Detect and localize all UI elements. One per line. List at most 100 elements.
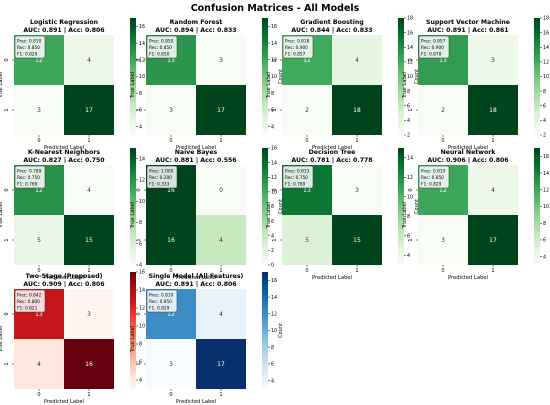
metric-label: Rec: 0.200 [149,175,172,181]
cell-value-label: 16 [85,361,93,368]
cell-value-label: 0 [219,187,223,194]
x-axis-label: Predicted Label [44,275,84,281]
heatmap-cell [332,215,382,265]
panel-title: Neural Network [441,149,497,156]
y-axis-label: True Label [130,202,136,230]
panel-subtitle: AUC: 0.781 | Acc: 0.778 [291,157,372,165]
y-tick-label: 1 [272,238,278,241]
colorbar [398,18,404,135]
cell-value-label: 3 [355,187,359,194]
colorbar-tick-label: 10 [271,190,277,196]
cell-value-label: 3 [491,57,495,64]
heatmap-cell [196,289,246,339]
metric-label: F1: 0.333 [149,182,170,188]
metric-label: Prec: 0.842 [17,293,42,299]
colorbar-tick-label: 14 [271,295,277,301]
metric-label: F1: 0.878 [421,52,442,58]
colorbar-tick-label: 12 [407,175,413,181]
cell-value-label: 4 [491,187,495,194]
x-tick-label: 0 [305,268,308,274]
y-axis-label: True Label [130,326,136,354]
panel-subtitle: AUC: 0.906 | Acc: 0.806 [427,157,508,165]
colorbar-tick-label: 14 [271,160,277,166]
colorbar-tick-label: 16 [139,270,145,276]
colorbar-tick-label: 0 [271,263,274,269]
colorbar-tick-label: 10 [407,194,413,200]
panel-title: Two-Stage (Proposed) [26,273,103,280]
metrics-box-frame [146,35,178,59]
x-axis-label: Predicted Label [44,399,84,405]
colorbar-tick-label: 14 [407,45,413,51]
panel-subtitle: AUC: 0.894 | Acc: 0.833 [155,27,236,35]
cell-value-label: 17 [217,361,225,368]
x-tick-label: 0 [441,268,444,274]
y-tick-label: 0 [272,58,278,61]
metrics-box-frame [146,165,178,189]
panel-title: Decision Tree [309,149,356,156]
heatmap-cell [146,215,196,265]
y-axis-label: True Label [266,202,272,230]
y-axis-label: True Label [0,202,4,230]
colorbar-tick-label: 14 [543,171,549,177]
y-tick-label: 0 [408,58,414,61]
heatmap-cell [282,85,332,135]
colorbar-tick-label: 8 [271,204,274,210]
x-tick-label: 0 [169,138,172,144]
y-axis-label: True Label [402,202,408,230]
colorbar-tick-label: 14 [139,41,145,47]
colorbar-tick-label: 18 [543,16,549,22]
colorbar [398,148,404,265]
heatmap-cell [146,339,196,389]
cell-value-label: 15 [85,237,93,244]
colorbar-tick-label: 2 [407,133,410,139]
metric-label: Prec: 0.818 [285,39,310,45]
colorbar-tick-label: 10 [271,328,277,334]
colorbar-tick-label: 12 [407,60,413,66]
colorbar-tick-label: 8 [543,221,546,227]
metric-label: F1: 0.850 [149,52,170,58]
y-tick-label: 0 [408,188,414,191]
metrics-box-frame [146,289,178,313]
colorbar-tick-label: 10 [139,74,145,80]
colorbar-label: Count [414,69,420,84]
metric-label: Rec: 0.750 [17,175,40,181]
cell-value-label: 3 [441,237,445,244]
metric-label: Prec: 0.789 [17,169,42,175]
colorbar-tick-label: 2 [271,248,274,254]
heatmap-cell [64,215,114,265]
y-tick-label: 1 [272,108,278,111]
colorbar [534,148,540,265]
y-tick-label: 0 [4,188,10,191]
x-tick-label: 1 [219,268,222,274]
metric-label: Rec: 0.750 [285,175,308,181]
cell-value-label: 2 [305,107,309,114]
x-axis-label: Predicted Label [176,275,216,281]
colorbar-tick-label: 4 [407,118,410,124]
panel-title: Single Model (All Features) [149,273,244,280]
metric-label: Rec: 0.850 [149,45,172,51]
x-axis-label: Predicted Label [448,145,488,151]
colorbar-tick-label: 6 [271,362,274,368]
metric-label: Prec: 0.857 [421,39,446,45]
panel-subtitle: AUC: 0.881 | Acc: 0.556 [155,157,236,165]
x-axis-label: Predicted Label [448,275,488,281]
heatmap-cell [468,215,518,265]
colorbar-tick-label: 12 [139,57,145,63]
colorbar-tick-label: 8 [271,91,274,97]
colorbar [534,18,540,135]
cell-value-label: 3 [169,107,173,114]
cell-value-label: 13 [439,57,447,64]
colorbar [130,272,136,389]
metrics-box-frame [418,165,450,189]
panel-title: Logistic Regression [30,19,98,26]
y-tick-label: 1 [4,238,10,241]
cell-value-label: 4 [219,311,223,318]
